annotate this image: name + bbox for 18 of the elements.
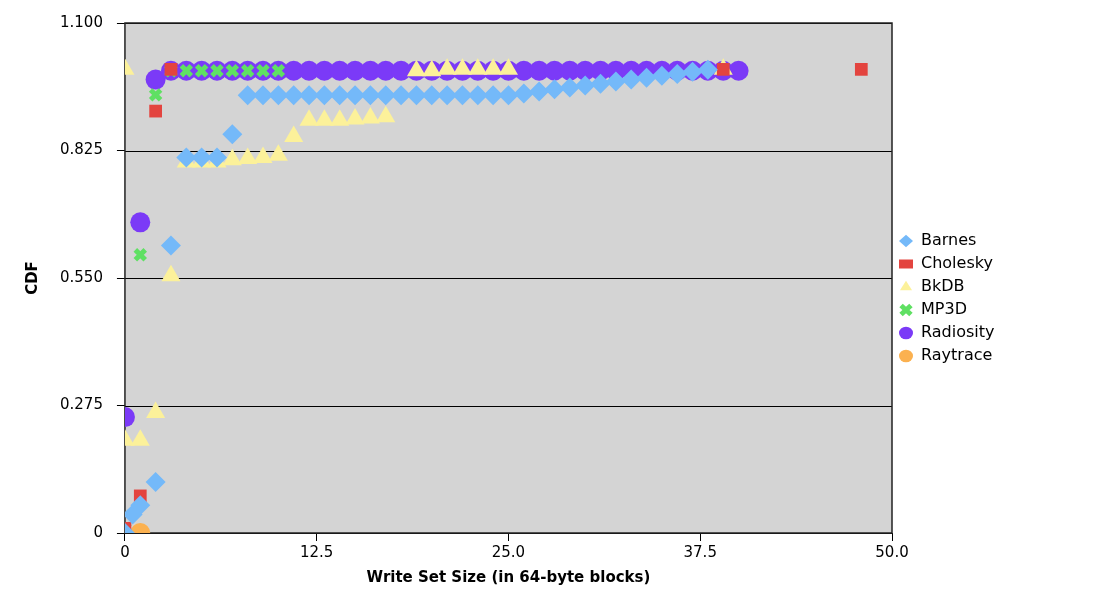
x-tick-label: 12.5 — [300, 542, 334, 561]
y-tick-label: 0.550 — [59, 267, 103, 286]
legend-label: Barnes — [921, 230, 977, 250]
y-tick-label: 0.275 — [59, 395, 103, 414]
y-tick-label: 1.100 — [59, 12, 103, 31]
legend-label: Radiosity — [921, 322, 995, 342]
legend-label: BkDB — [921, 276, 965, 296]
x-tick-label: 37.5 — [683, 542, 717, 561]
legend-label: MP3D — [921, 299, 967, 319]
x-axis-title: Write Set Size (in 64-byte blocks) — [366, 567, 651, 586]
y-axis-title: CDF — [22, 261, 41, 295]
y-tick-label: 0.825 — [59, 140, 103, 159]
legend-label: Raytrace — [921, 345, 993, 365]
x-tick-label: 50.0 — [875, 542, 909, 561]
y-tick-label: 0 — [93, 522, 103, 541]
x-tick-label: 0 — [120, 542, 130, 561]
legend-label: Cholesky — [921, 253, 993, 273]
x-tick-label: 25.0 — [491, 542, 526, 561]
